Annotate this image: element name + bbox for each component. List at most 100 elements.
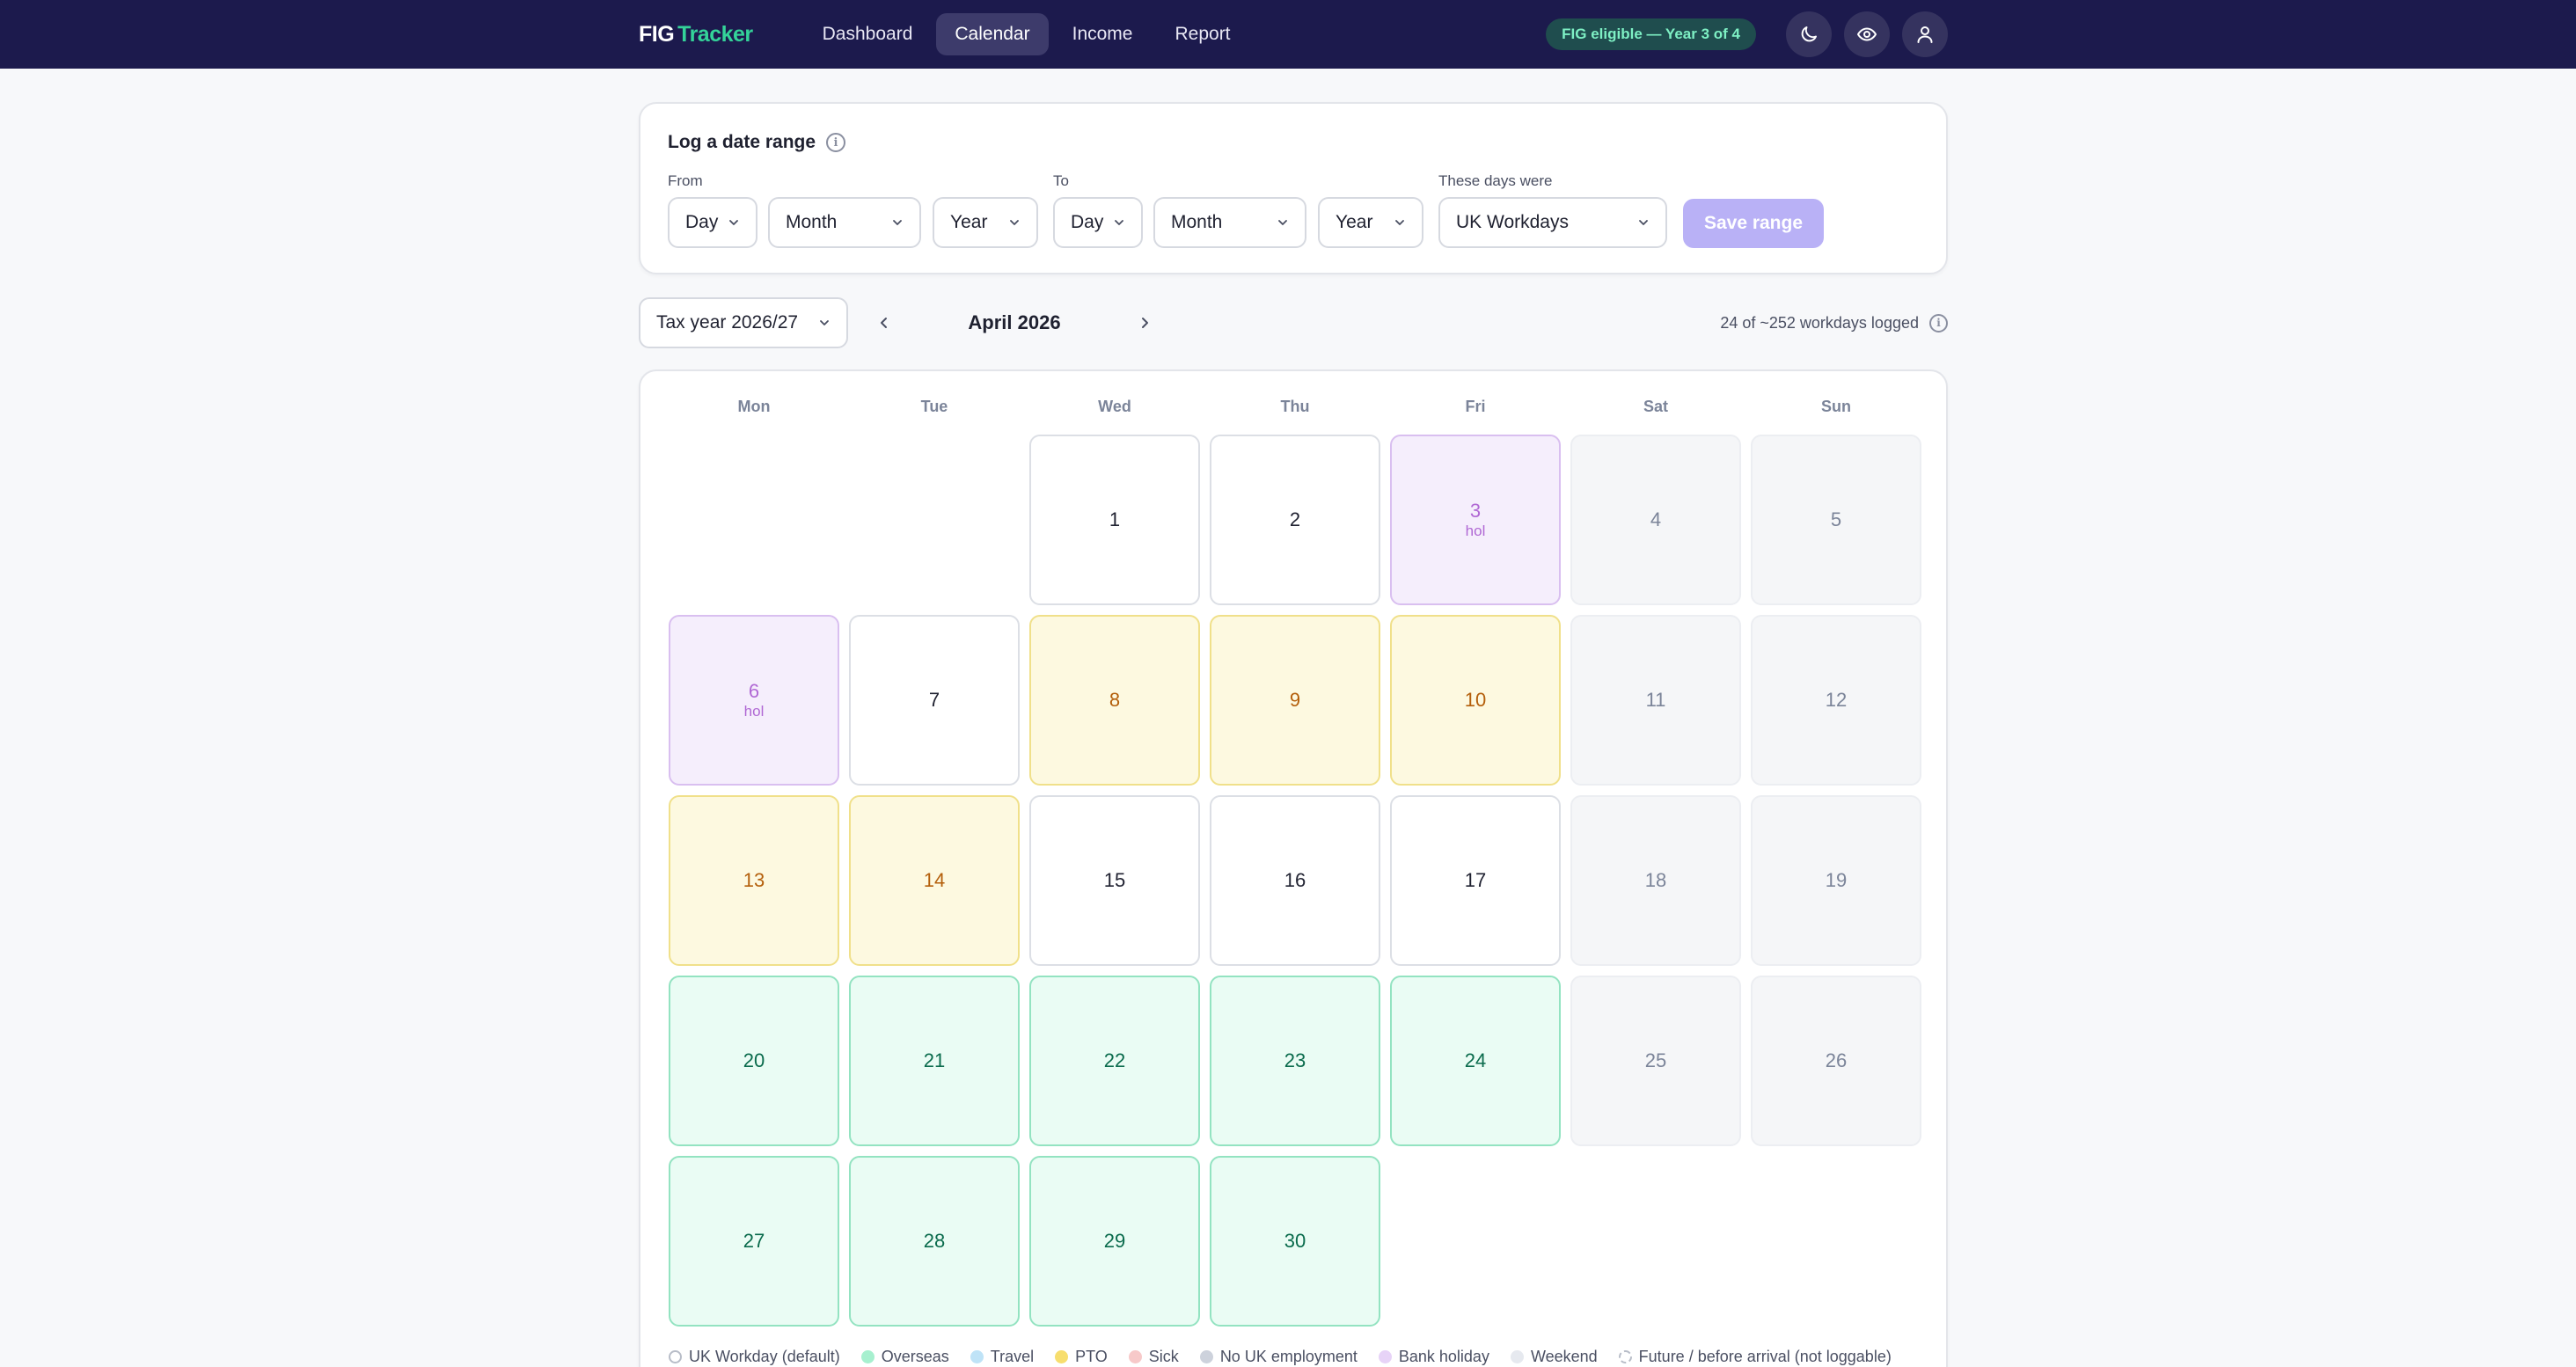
eye-icon xyxy=(1857,27,1877,41)
calendar-day-8[interactable]: 8 xyxy=(1029,615,1200,786)
day-number: 25 xyxy=(1644,1049,1667,1071)
calendar-day-24[interactable]: 24 xyxy=(1390,976,1561,1146)
day-number: 10 xyxy=(1464,689,1487,711)
weekday-header-wed: Wed xyxy=(1098,398,1131,415)
weekday-header-tue: Tue xyxy=(920,398,948,415)
logo-part-tracker: Tracker xyxy=(677,21,753,47)
day-number: 5 xyxy=(1830,508,1842,530)
to-day-select[interactable]: Day xyxy=(1053,197,1143,248)
to-month-select[interactable]: Month xyxy=(1153,197,1306,248)
weekday-header-sun: Sun xyxy=(1821,398,1851,415)
calendar-day-13[interactable]: 13 xyxy=(669,795,839,966)
day-number: 11 xyxy=(1645,689,1666,711)
workdays-logged-status: 24 of ~252 workdays logged i xyxy=(1720,310,1948,336)
legend-swatch xyxy=(860,1350,875,1363)
legend-label: Bank holiday xyxy=(1398,1348,1489,1365)
next-month-button[interactable] xyxy=(1130,308,1160,338)
from-month-select[interactable]: Month xyxy=(768,197,921,248)
legend-label: Future / before arrival (not loggable) xyxy=(1638,1348,1892,1365)
calendar-legend: UK Workday (default) Overseas Travel PTO Sic… xyxy=(669,1348,1892,1366)
calendar-day-12: 12 xyxy=(1751,615,1921,786)
from-label: From xyxy=(668,172,703,189)
current-month-title: April 2026 xyxy=(968,311,1061,333)
nav-item-income[interactable]: Income xyxy=(1072,24,1133,44)
info-icon[interactable]: i xyxy=(826,133,846,152)
app-logo[interactable]: FIG Tracker xyxy=(639,22,753,48)
day-number: 28 xyxy=(923,1230,946,1252)
legend-item: UK Workday (default) xyxy=(669,1348,840,1366)
day-number: 2 xyxy=(1289,508,1301,530)
calendar-day-28[interactable]: 28 xyxy=(849,1156,1020,1327)
calendar-card: Mon Tue Wed Thu Fri Sat Sun 1 2 3 hol 4 5 6 hol 7 8 9 10 1… xyxy=(639,369,1948,1367)
calendar-day-27[interactable]: 27 xyxy=(669,1156,839,1327)
to-year-select[interactable]: Year xyxy=(1318,197,1423,248)
days-type-value: UK Workdays xyxy=(1456,212,1569,232)
legend-swatch xyxy=(1055,1350,1069,1363)
legend-swatch xyxy=(1618,1350,1632,1363)
from-day-select[interactable]: Day xyxy=(668,197,757,248)
chevron-right-icon xyxy=(1142,318,1148,328)
top-nav-inner: FIG Tracker Dashboard Calendar Income Rep… xyxy=(639,0,1948,69)
calendar-day-26: 26 xyxy=(1751,976,1921,1146)
day-number: 12 xyxy=(1825,689,1848,711)
calendar-day-17[interactable]: 17 xyxy=(1390,795,1561,966)
calendar-day-16[interactable]: 16 xyxy=(1210,795,1380,966)
user-icon xyxy=(1917,26,1933,43)
legend-item: Future / before arrival (not loggable) xyxy=(1618,1348,1892,1366)
chevron-down-icon xyxy=(820,320,829,325)
calendar-day-7[interactable]: 7 xyxy=(849,615,1020,786)
save-range-button[interactable]: Save range xyxy=(1683,199,1824,248)
days-type-select[interactable]: UK Workdays xyxy=(1438,197,1667,248)
calendar-day-3[interactable]: 3 hol xyxy=(1390,435,1561,605)
calendar-day-9[interactable]: 9 xyxy=(1210,615,1380,786)
calendar-day-14[interactable]: 14 xyxy=(849,795,1020,966)
calendar-day-6[interactable]: 6 hol xyxy=(669,615,839,786)
calendar-day-30[interactable]: 30 xyxy=(1210,1156,1380,1327)
day-number: 21 xyxy=(923,1049,946,1071)
from-day-value: Day xyxy=(685,212,719,232)
calendar-day-23[interactable]: 23 xyxy=(1210,976,1380,1146)
weekday-header-fri: Fri xyxy=(1465,398,1486,415)
nav-item-report[interactable]: Report xyxy=(1175,24,1231,44)
day-number: 1 xyxy=(1109,508,1121,530)
from-month-value: Month xyxy=(786,212,838,232)
calendar-day-21[interactable]: 21 xyxy=(849,976,1020,1146)
calendar-day-2[interactable]: 2 xyxy=(1210,435,1380,605)
tax-year-select[interactable]: Tax year 2026/27 xyxy=(639,297,848,348)
day-number: 4 xyxy=(1650,508,1662,530)
day-number: 27 xyxy=(743,1230,765,1252)
nav-item-dashboard[interactable]: Dashboard xyxy=(822,24,913,44)
account-button[interactable] xyxy=(1902,11,1948,57)
legend-label: Sick xyxy=(1148,1348,1179,1365)
from-year-select[interactable]: Year xyxy=(933,197,1038,248)
calendar-day-15[interactable]: 15 xyxy=(1029,795,1200,966)
workdays-logged-text: 24 of ~252 workdays logged xyxy=(1720,314,1919,332)
chevron-down-icon xyxy=(729,220,738,225)
chevron-down-icon xyxy=(1115,220,1123,225)
legend-item: Sick xyxy=(1128,1348,1179,1366)
day-number: 16 xyxy=(1284,869,1306,891)
to-day-value: Day xyxy=(1071,212,1104,232)
legend-swatch xyxy=(1510,1350,1524,1363)
days-type-label: These days were xyxy=(1438,172,1553,189)
privacy-toggle-button[interactable] xyxy=(1844,11,1890,57)
previous-month-button[interactable] xyxy=(869,308,899,338)
day-number: 19 xyxy=(1825,869,1848,891)
calendar-day-19: 19 xyxy=(1751,795,1921,966)
nav-item-calendar[interactable]: Calendar xyxy=(936,13,1049,55)
moon-icon xyxy=(1801,26,1817,42)
log-date-range-card: Log a date range i From To These days we… xyxy=(639,102,1948,274)
day-number: 29 xyxy=(1103,1230,1126,1252)
calendar-day-4: 4 xyxy=(1570,435,1741,605)
legend-item: No UK employment xyxy=(1199,1348,1358,1366)
calendar-day-18: 18 xyxy=(1570,795,1741,966)
info-icon[interactable]: i xyxy=(1929,313,1948,333)
day-number: 8 xyxy=(1109,689,1121,711)
calendar-day-22[interactable]: 22 xyxy=(1029,976,1200,1146)
chevron-down-icon xyxy=(1639,220,1648,225)
calendar-day-29[interactable]: 29 xyxy=(1029,1156,1200,1327)
calendar-day-1[interactable]: 1 xyxy=(1029,435,1200,605)
calendar-day-10[interactable]: 10 xyxy=(1390,615,1561,786)
calendar-day-20[interactable]: 20 xyxy=(669,976,839,1146)
theme-toggle-button[interactable] xyxy=(1786,11,1832,57)
